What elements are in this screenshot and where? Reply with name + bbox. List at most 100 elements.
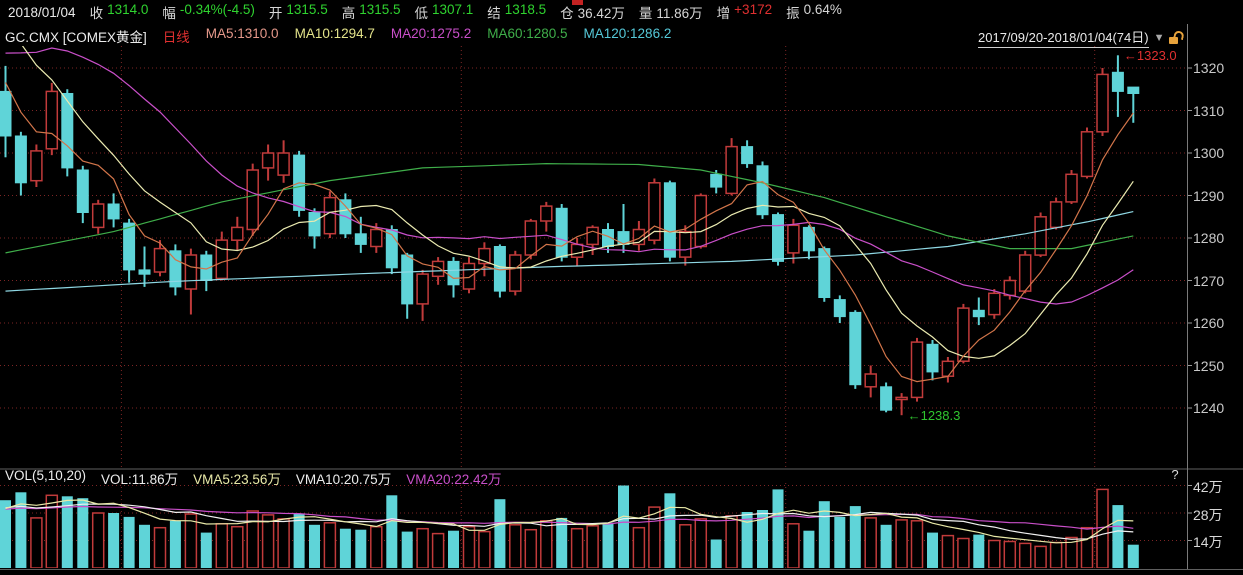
candle-body bbox=[323, 196, 337, 235]
candle-body bbox=[462, 262, 476, 290]
candle-body bbox=[45, 90, 59, 150]
volume-bar bbox=[1080, 526, 1094, 568]
candle-body bbox=[138, 269, 151, 275]
volume-bar bbox=[1065, 536, 1078, 568]
ma5-line bbox=[4, 82, 1134, 383]
candle-body bbox=[632, 228, 646, 246]
candle-body bbox=[772, 214, 784, 262]
candle-body bbox=[818, 248, 831, 299]
chevron-down-icon[interactable]: ▼ bbox=[1153, 31, 1165, 44]
volume-bar bbox=[231, 525, 244, 568]
unlock-icon[interactable] bbox=[1169, 29, 1186, 45]
candle-body bbox=[153, 247, 167, 273]
candle-body bbox=[1003, 279, 1017, 297]
volume-bar bbox=[787, 523, 800, 568]
volume-bars bbox=[0, 485, 1139, 568]
volume-bar bbox=[834, 516, 846, 568]
volume-bar bbox=[741, 512, 753, 568]
vma-legend-item: VMA5:23.56万 bbox=[193, 472, 281, 487]
volume-bar bbox=[215, 523, 229, 568]
volume-bar bbox=[123, 516, 135, 568]
volume-bar bbox=[45, 494, 59, 568]
quote-field-label: 振 bbox=[786, 6, 800, 21]
volume-bar bbox=[556, 517, 568, 568]
candle-body bbox=[988, 292, 1001, 316]
volume-bar bbox=[416, 527, 429, 568]
volume-bar bbox=[509, 524, 522, 568]
price-tick-label: 1240 bbox=[1193, 400, 1225, 416]
candle-body bbox=[756, 165, 769, 216]
volume-bar bbox=[323, 522, 337, 568]
volume-bar bbox=[462, 525, 476, 568]
quote-field-label: 量 bbox=[638, 6, 653, 21]
volume-bar bbox=[570, 527, 584, 568]
candle-body bbox=[1111, 71, 1124, 92]
volume-bar bbox=[694, 518, 708, 568]
volume-bar bbox=[448, 530, 459, 568]
quote-field-label: 高 bbox=[341, 6, 356, 21]
volume-bar bbox=[386, 495, 398, 568]
candle-body bbox=[215, 239, 229, 280]
volume-bar bbox=[1003, 540, 1017, 568]
candle-body bbox=[540, 205, 553, 222]
volume-bar bbox=[15, 492, 27, 568]
candle-body bbox=[416, 273, 429, 305]
volume-bar bbox=[988, 539, 1001, 568]
candle-body bbox=[76, 169, 89, 213]
candle-body bbox=[555, 207, 568, 258]
candle-body bbox=[586, 226, 599, 246]
candle-body bbox=[184, 254, 198, 290]
candle-body bbox=[833, 299, 846, 318]
candle-body bbox=[0, 90, 12, 137]
vma-legend-item: VMA20:22.42万 bbox=[406, 472, 502, 487]
candle-body bbox=[1065, 173, 1078, 203]
volume-bar bbox=[757, 510, 768, 568]
ma120-line bbox=[5, 211, 1134, 292]
quote-field-value: 11.86万 bbox=[656, 6, 703, 21]
volume-bar bbox=[941, 534, 955, 568]
volume-bar bbox=[401, 531, 413, 568]
info-bar: 2018/01/04 收 1314.0 幅 -0.34%(-4.5) 开 1315.5 高 1… bbox=[0, 0, 1243, 24]
date-range-label[interactable]: 2017/09/20-2018/01/04(74日) bbox=[978, 27, 1149, 48]
volume-bar bbox=[261, 514, 275, 568]
candle-body bbox=[679, 230, 692, 258]
candle-body bbox=[354, 233, 367, 245]
low-price-annotation: ←1238.3 bbox=[907, 408, 961, 424]
volume-bar bbox=[139, 524, 150, 568]
ma-legend-item: MA60:1280.5 bbox=[487, 26, 568, 41]
candle-body bbox=[447, 260, 460, 286]
candle-body bbox=[61, 93, 74, 169]
candle-body bbox=[370, 228, 383, 248]
candle-body bbox=[926, 343, 939, 373]
volume-bar bbox=[880, 524, 892, 568]
ma60-line bbox=[5, 162, 1134, 254]
volume-bar bbox=[355, 529, 367, 568]
candle-body bbox=[849, 311, 862, 386]
candle-body bbox=[694, 194, 708, 248]
volume-bar bbox=[108, 513, 120, 568]
candle-body bbox=[895, 396, 908, 401]
date-range-selector[interactable]: 2017/09/20-2018/01/04(74日) ▼ bbox=[978, 27, 1186, 48]
quote-field-label: 结 bbox=[487, 6, 501, 21]
candle-body bbox=[802, 226, 815, 252]
volume-bar bbox=[602, 522, 614, 568]
quote-field-value: 1318.5 bbox=[504, 2, 547, 17]
candle-body bbox=[1096, 73, 1109, 133]
period-label[interactable]: 日线 bbox=[162, 30, 190, 45]
help-icon[interactable]: ? bbox=[1171, 467, 1179, 482]
volume-bar bbox=[632, 526, 646, 568]
volume-bar bbox=[725, 515, 738, 568]
candle-body bbox=[308, 212, 321, 237]
volume-bar bbox=[277, 518, 290, 568]
ma-legend-item: MA10:1294.7 bbox=[294, 26, 375, 41]
scroll-position-indicator bbox=[572, 0, 583, 5]
volume-bar bbox=[1018, 542, 1032, 568]
volume-bar bbox=[957, 537, 970, 568]
candle-body bbox=[14, 135, 27, 184]
price-tick-label: 1290 bbox=[1193, 187, 1225, 204]
volume-bar bbox=[91, 512, 105, 568]
volume-bar bbox=[540, 520, 553, 568]
quote-field-value: 1315.5 bbox=[286, 2, 328, 17]
